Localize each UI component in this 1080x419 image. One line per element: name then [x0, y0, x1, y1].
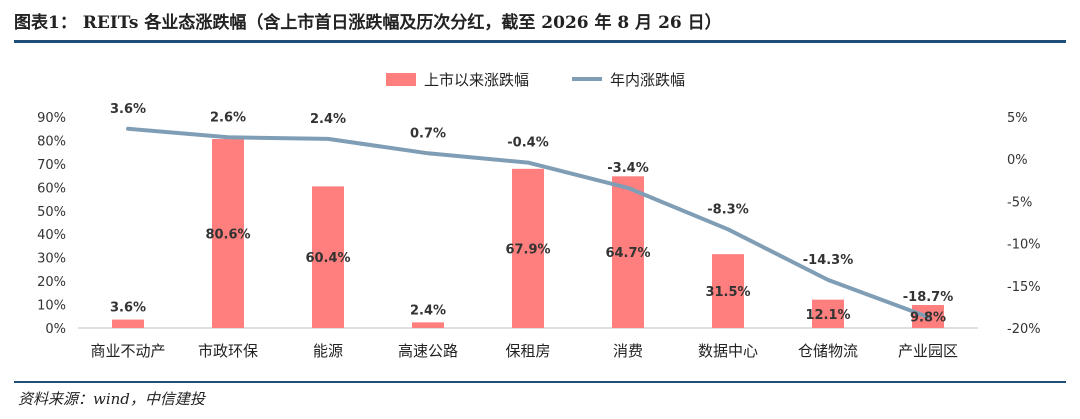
bar-data-label: 31.5%: [705, 285, 750, 300]
x-tick-label: 保租房: [505, 342, 550, 360]
title-rule: [14, 40, 1066, 43]
y-right-tick-label: -5%: [1007, 195, 1032, 210]
source-note: 资料来源：wind，中信建投: [18, 390, 205, 408]
bar: [512, 168, 544, 328]
line-data-label: -0.4%: [507, 136, 548, 151]
y-right-tick-label: 0%: [1007, 153, 1028, 168]
line-data-label: 2.4%: [310, 112, 346, 127]
x-tick-label: 产业园区: [898, 342, 958, 360]
x-tick-label: 消费: [613, 342, 643, 360]
bar-data-label: 67.9%: [505, 242, 550, 257]
legend-bar-label: 上市以来涨跌幅: [424, 71, 529, 89]
y-left-tick-label: 30%: [37, 252, 66, 267]
y-left-tick-label: 0%: [45, 322, 66, 337]
y-left-tick-label: 90%: [37, 111, 66, 126]
line-data-label: -8.3%: [707, 202, 748, 217]
y-left-tick-label: 50%: [37, 205, 66, 220]
x-tick-label: 高速公路: [398, 342, 458, 360]
y-left-tick-label: 20%: [37, 275, 66, 290]
bar: [812, 299, 844, 328]
legend-line-label: 年内涨跌幅: [610, 71, 685, 89]
line-data-label: 0.7%: [410, 126, 446, 141]
bar-data-label: 12.1%: [805, 308, 850, 323]
y-left-tick-label: 80%: [37, 134, 66, 149]
bar: [312, 186, 344, 328]
bar-data-label: 3.6%: [110, 301, 146, 316]
line-data-label: -14.3%: [803, 253, 854, 268]
bar: [612, 176, 644, 328]
x-tick-label: 商业不动产: [90, 342, 165, 360]
source-rule: [14, 381, 1066, 383]
bar-data-label: 9.8%: [910, 311, 946, 326]
x-tick-label: 能源: [313, 342, 343, 360]
bar: [712, 254, 744, 328]
y-right-tick-label: -15%: [1007, 280, 1041, 295]
bar-data-label: 80.6%: [205, 228, 250, 243]
line-data-label: -18.7%: [903, 290, 954, 305]
x-tick-label: 数据中心: [698, 342, 758, 360]
bar-data-label: 60.4%: [305, 251, 350, 266]
line-series-path: [126, 126, 930, 319]
x-tick-label: 市政环保: [198, 342, 258, 360]
y-left-tick-label: 10%: [37, 299, 66, 314]
bar: [112, 319, 144, 328]
y-right-tick-label: -10%: [1007, 238, 1041, 253]
line-data-label: -3.4%: [607, 161, 648, 176]
bar-data-label: 2.4%: [410, 303, 446, 318]
y-right-tick-label: -20%: [1007, 322, 1041, 337]
bar-data-label: 64.7%: [605, 246, 650, 261]
line-data-label: 2.6%: [210, 110, 246, 125]
bar: [212, 139, 244, 328]
y-left-tick-label: 40%: [37, 228, 66, 243]
x-tick-label: 仓储物流: [798, 342, 858, 360]
y-left-tick-label: 60%: [37, 181, 66, 196]
page-title: 图表1： REITs 各业态涨跌幅（含上市首日涨跌幅及历次分红，截至 2026 …: [14, 13, 722, 33]
legend-bar-swatch: [386, 73, 416, 86]
y-left-tick-label: 70%: [37, 158, 66, 173]
y-right-tick-label: 5%: [1007, 111, 1028, 126]
line-data-label: 3.6%: [110, 102, 146, 117]
bar: [412, 322, 444, 328]
